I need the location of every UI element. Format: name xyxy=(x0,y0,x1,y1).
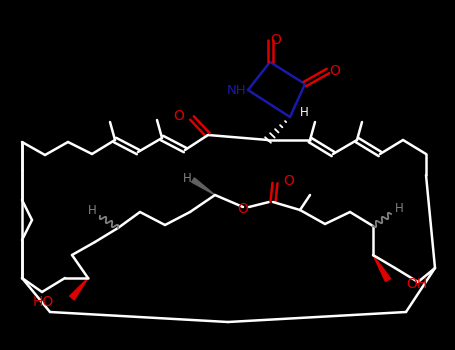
Text: H: H xyxy=(300,106,309,119)
Text: NH: NH xyxy=(227,84,246,97)
Text: O: O xyxy=(283,174,294,188)
Text: H: H xyxy=(394,202,404,215)
Polygon shape xyxy=(373,255,390,281)
Text: H: H xyxy=(182,172,192,184)
Text: O: O xyxy=(173,109,184,123)
Text: OH: OH xyxy=(406,277,427,291)
Polygon shape xyxy=(192,178,215,195)
Text: O: O xyxy=(238,202,248,216)
Text: O: O xyxy=(271,33,282,47)
Text: H: H xyxy=(88,203,96,217)
Text: O: O xyxy=(329,64,340,78)
Text: HO: HO xyxy=(33,295,54,309)
Polygon shape xyxy=(70,278,88,300)
